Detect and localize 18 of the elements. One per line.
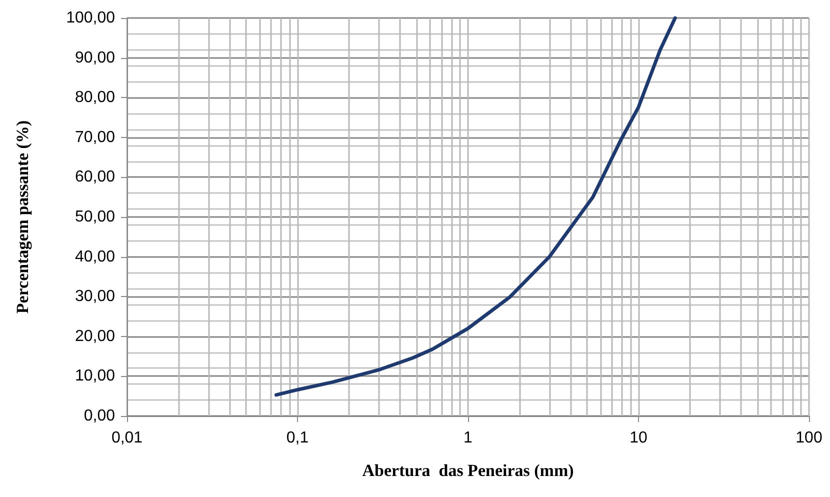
y-axis-title: Percentagem passante (%) — [13, 120, 32, 314]
y-tick-label: 80,00 — [74, 89, 116, 106]
y-tick-label: 40,00 — [74, 248, 116, 266]
y-tick-label: 100,00 — [66, 10, 116, 26]
x-tick-label: 0,01 — [111, 430, 143, 446]
x-tick-label: 0,1 — [286, 430, 309, 446]
y-tick-label: 0,00 — [84, 408, 116, 424]
x-axis-title: Abertura das Peneiras (mm) — [362, 461, 574, 480]
y-tick-label: 60,00 — [74, 168, 116, 186]
x-tick-label: 1 — [464, 430, 473, 446]
x-tick-label: 100 — [796, 430, 822, 446]
y-tick-label: 30,00 — [74, 288, 116, 306]
y-tick-label: 50,00 — [74, 208, 116, 226]
y-tick-label: 10,00 — [74, 368, 116, 385]
x-tick-label: 10 — [630, 430, 648, 446]
y-tick-label: 70,00 — [74, 128, 116, 146]
y-tick-label: 20,00 — [74, 328, 116, 345]
y-tick-label: 90,00 — [74, 49, 116, 66]
